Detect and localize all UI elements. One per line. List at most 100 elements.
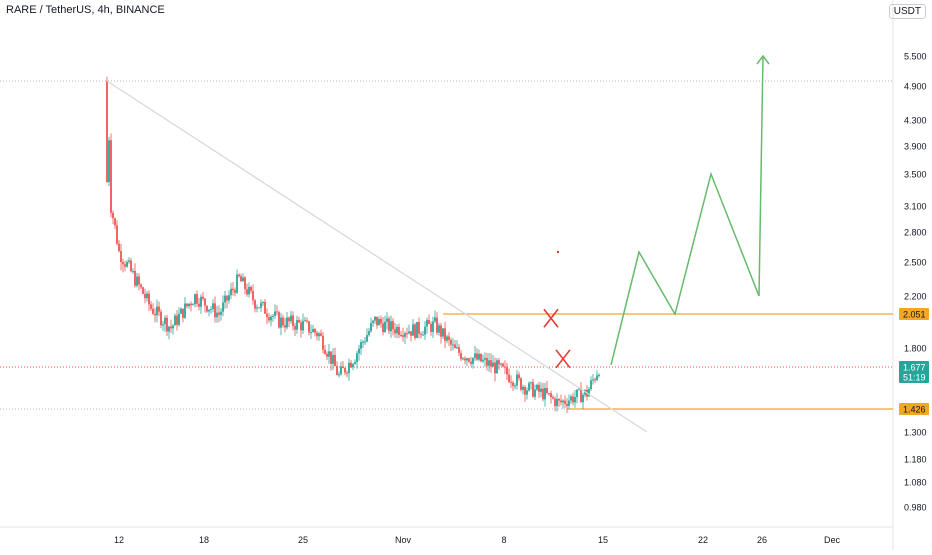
candle-body (152, 308, 154, 314)
candle-body (392, 321, 394, 330)
candle-body (598, 374, 600, 376)
candle-body (332, 355, 334, 364)
candle-body (404, 333, 406, 337)
candle-body (394, 329, 396, 334)
candle-body (500, 363, 502, 365)
candle-body (190, 303, 192, 306)
candle-body (536, 384, 538, 390)
candle-body (196, 294, 198, 304)
candle-body (336, 366, 338, 375)
candle-body (150, 304, 152, 309)
x-tick-label: Dec (824, 535, 841, 545)
candle-body (204, 298, 206, 306)
candle-body (282, 317, 284, 326)
candle-body (240, 276, 242, 282)
candle-body (314, 329, 316, 333)
candle-body (352, 363, 354, 368)
candle-body (452, 344, 454, 346)
candle-body (146, 293, 148, 299)
candle-body (126, 261, 128, 267)
candle-body (522, 386, 524, 390)
candle-body (590, 380, 592, 390)
candle-body (526, 390, 528, 395)
candle-body (366, 335, 368, 342)
candle-body (440, 325, 442, 337)
candle-body (436, 317, 438, 333)
candle-body (226, 295, 228, 301)
candle-body (472, 357, 474, 364)
candle-body (280, 317, 282, 328)
candle-body (506, 367, 508, 375)
candle-body (348, 362, 350, 374)
candle-body (124, 264, 126, 267)
projection-path (610, 55, 764, 366)
candle-body (186, 303, 188, 307)
candle-body (548, 393, 550, 395)
candle-body (474, 353, 476, 358)
candle-body (396, 326, 398, 334)
chart-title: RARE / TetherUS, 4h, BINANCE (6, 4, 165, 16)
x-tick-label: 26 (757, 535, 767, 545)
candle-body (368, 331, 370, 336)
candle-body (410, 331, 412, 336)
candle-body (106, 81, 108, 182)
candle-body (194, 294, 196, 305)
candle-body (428, 320, 430, 324)
candle-body (560, 400, 562, 403)
candle-body (556, 398, 558, 407)
candle-body (230, 288, 232, 296)
candle-body (180, 308, 182, 314)
candle-body (216, 312, 218, 318)
candle-body (438, 325, 440, 333)
candle-body (138, 276, 140, 285)
candle-body (388, 318, 390, 332)
candle-body (402, 335, 404, 337)
currency-badge[interactable]: USDT (888, 4, 926, 19)
candle-body (134, 271, 136, 286)
candle-body (108, 140, 110, 182)
candle-body (378, 318, 380, 326)
candle-body (132, 271, 134, 273)
candle-body (120, 251, 122, 263)
candle-body (272, 315, 274, 317)
candle-body (142, 287, 144, 294)
candle-body (576, 389, 578, 398)
y-tick-label: 0.980 (904, 503, 927, 513)
candle-body (384, 321, 386, 333)
candle-body (486, 358, 488, 366)
candle-body (412, 324, 414, 336)
candle-body (200, 296, 202, 307)
candle-body (406, 333, 408, 335)
candle-body (192, 304, 194, 306)
candle-body (254, 300, 256, 309)
candle-body (310, 332, 312, 334)
candle-body (340, 366, 342, 375)
candle-body (338, 374, 340, 376)
candle-body (468, 358, 470, 362)
candle-body (302, 320, 304, 331)
candle-body (210, 309, 212, 311)
candle-body (242, 277, 244, 282)
candle-body (516, 374, 518, 386)
candle-body (464, 358, 466, 361)
candle-body (292, 315, 294, 326)
candle-body (390, 321, 392, 332)
candle-body (456, 347, 458, 349)
candle-body (542, 388, 544, 400)
candle-body (370, 323, 372, 332)
candle-body (330, 351, 332, 364)
candle-body (566, 403, 568, 406)
candle-body (278, 312, 280, 328)
candle-body (544, 387, 546, 400)
candle-body (520, 378, 522, 390)
x-tick-label: Nov (395, 535, 412, 545)
candle-body (570, 396, 572, 401)
candle-body (442, 328, 444, 337)
candle-body (574, 397, 576, 403)
support-price-label: 1.426 (903, 405, 926, 415)
candle-body (490, 360, 492, 367)
candle-body (514, 385, 516, 387)
candle-body (568, 400, 570, 406)
